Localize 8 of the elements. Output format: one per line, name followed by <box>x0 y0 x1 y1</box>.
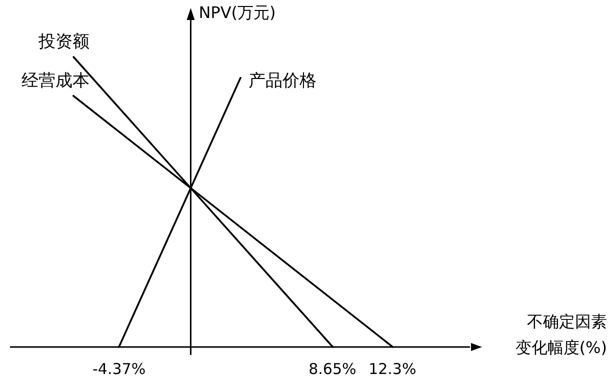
x-axis-title: 不确定因素变化幅度(%) <box>515 312 607 357</box>
x-tick-label: 8.65% <box>308 360 356 378</box>
x-tick-label: 12.3% <box>368 360 416 378</box>
y-axis-title: NPV(万元) <box>198 3 276 22</box>
series-label: 产品价格 <box>248 70 316 91</box>
series-label: 投资额 <box>38 32 90 52</box>
series-label: 经营成本 <box>21 70 90 91</box>
x-tick-label: -4.37% <box>92 360 146 378</box>
